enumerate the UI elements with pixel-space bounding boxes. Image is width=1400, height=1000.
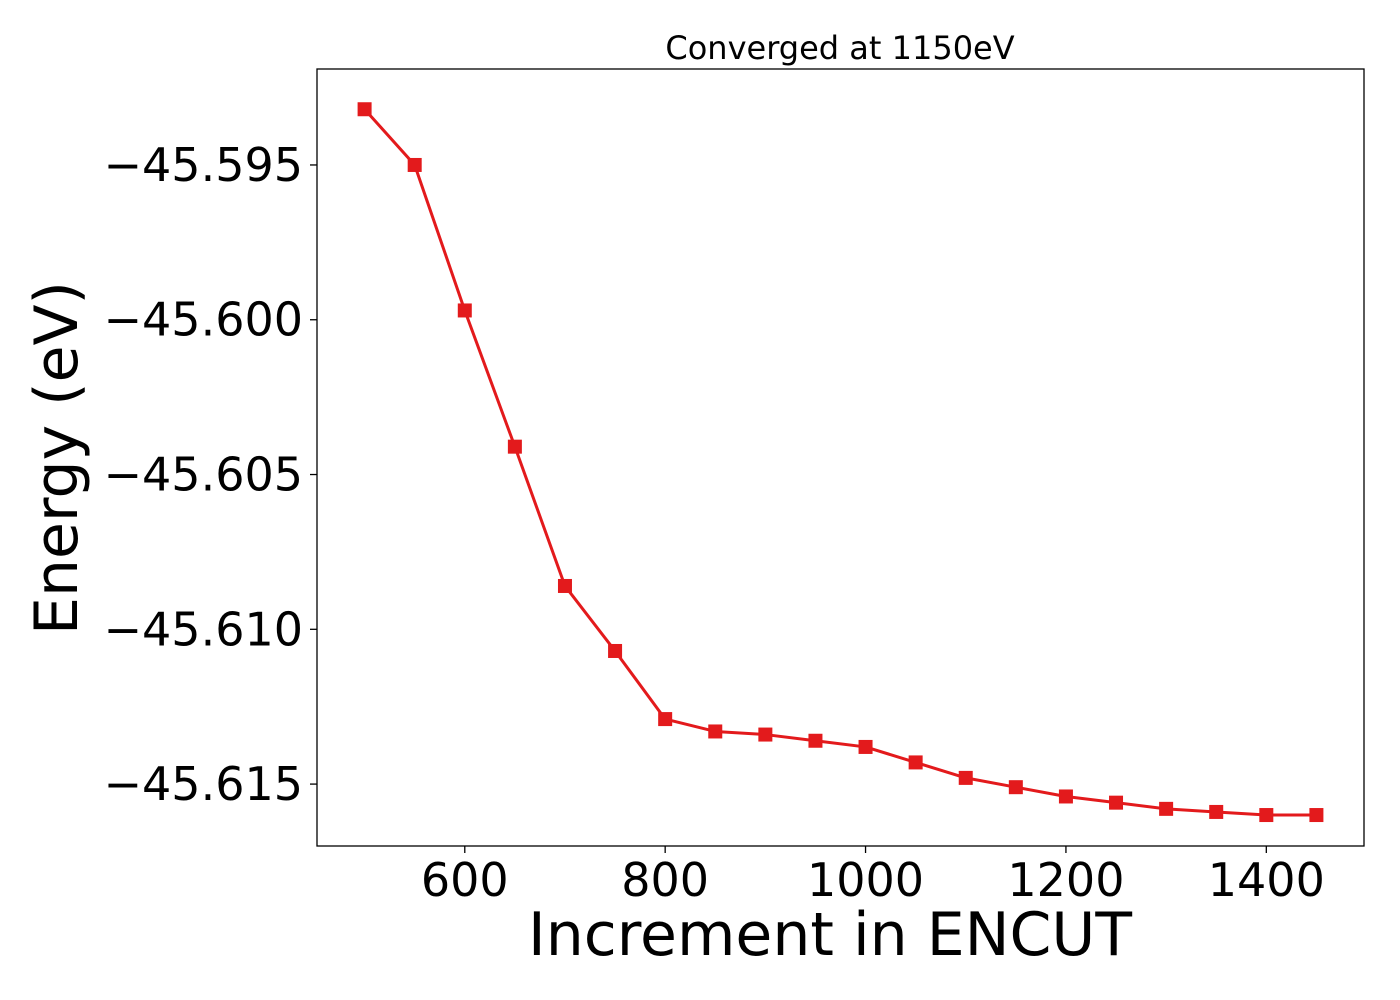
x-tick-label: 600 [421,853,509,907]
x-axis: 600 800 1000 1200 1400 [421,846,1325,907]
data-point-marker [1159,801,1174,816]
y-tick-label: −45.605 [104,448,304,502]
y-tick-label: −45.610 [104,602,304,656]
y-tick-label: −45.595 [104,138,304,192]
data-point-marker [1309,808,1324,823]
data-point-marker [407,157,422,172]
x-tick-label: 800 [621,853,709,907]
x-tick-label: 1000 [807,853,924,907]
data-point-marker [457,303,472,318]
data-point-marker [908,755,923,770]
data-point-marker [1109,795,1124,810]
data-point-marker [557,578,572,593]
data-point-marker [608,643,623,658]
series-line [363,108,1317,817]
data-point-marker [507,439,522,454]
data-point-marker [1058,789,1073,804]
y-tick-label: −45.600 [104,293,304,347]
data-point-marker [958,770,973,785]
data-point-marker [357,102,372,117]
y-tick-label: −45.615 [104,757,304,811]
x-tick-label: 1400 [1208,853,1325,907]
y-axis-title: Energy (eV) [22,281,92,635]
data-point-marker [808,733,823,748]
data-point-marker [708,724,723,739]
data-point-marker [758,727,773,742]
data-point-marker [858,739,873,754]
x-tick-label: 1200 [1007,853,1124,907]
data-point-marker [1209,804,1224,819]
chart-title: Converged at 1150eV [665,29,1014,67]
series-markers [357,102,1324,823]
data-point-marker [1259,808,1274,823]
x-axis-title: Increment in ENCUT [528,900,1132,970]
plot-area-frame [316,68,1365,847]
data-point-marker [658,712,673,727]
data-point-marker [1008,780,1023,795]
y-axis: −45.595 −45.600 −45.605 −45.610 −45.615 [104,138,317,811]
